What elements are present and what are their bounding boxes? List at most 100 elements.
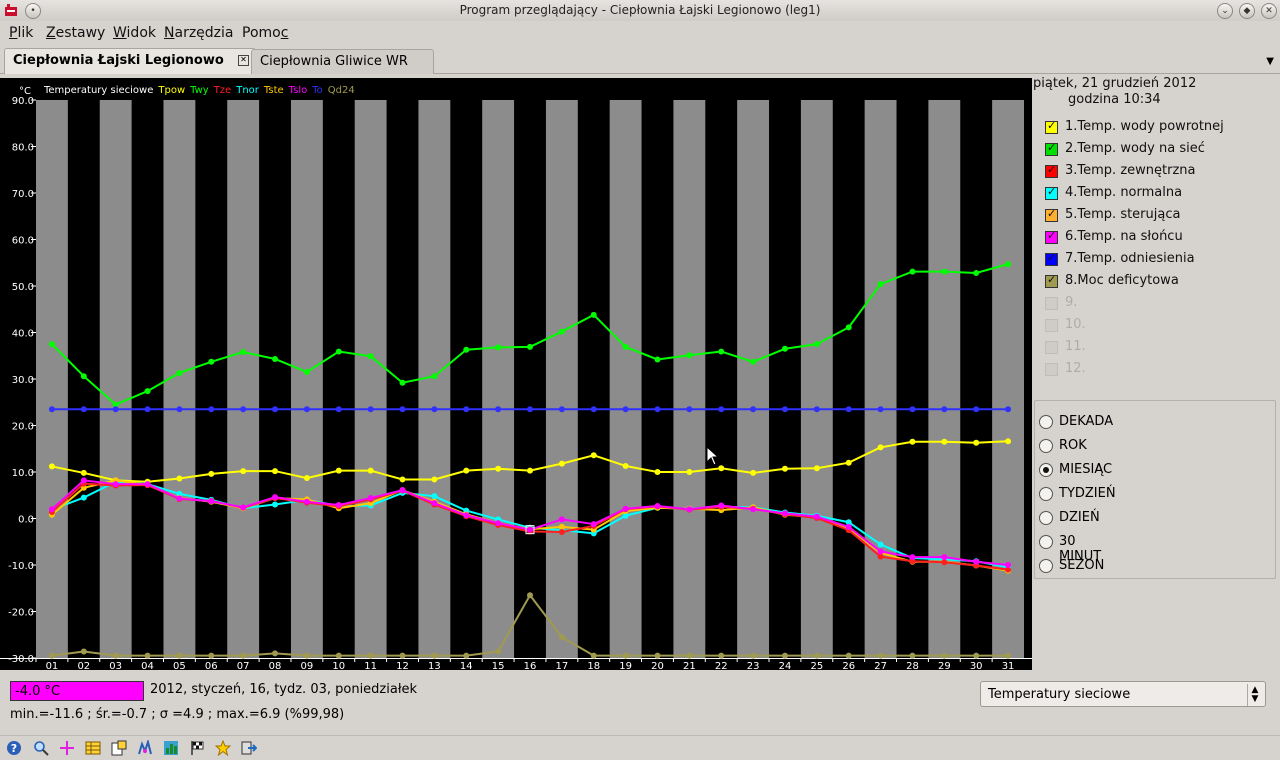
legend-checkbox[interactable]: ✓	[1045, 207, 1058, 222]
crosshair-icon[interactable]	[59, 740, 75, 756]
menu-pomoc[interactable]: Pomoc	[242, 25, 289, 41]
legend-checkbox[interactable]: ✓	[1045, 273, 1058, 288]
series-set-select[interactable]: Temperatury sieciowe ▲ ▼	[980, 681, 1266, 707]
day-stripe	[99, 100, 132, 658]
data-point-to	[813, 406, 820, 413]
menu-plik[interactable]: Plik	[9, 25, 34, 41]
radio-button[interactable]	[1039, 511, 1053, 525]
chart-area[interactable]: 90.0 80.0 70.0 60.0 50.0 40.0 30.0 20.0 10.0 0.0 -…	[0, 78, 1032, 672]
minimize-button[interactable]: ⌄	[1217, 3, 1233, 19]
spinner-arrows-icon[interactable]: ▲ ▼	[1247, 684, 1262, 706]
data-point-qd24	[845, 652, 852, 659]
legend-checkbox[interactable]: ✓	[1045, 185, 1058, 200]
window-title: Program przeglądający - Ciepłownia Łajsk…	[459, 3, 821, 17]
data-point-tslo	[80, 477, 87, 484]
maximize-button[interactable]: ◆	[1239, 3, 1255, 19]
chart-icon[interactable]	[163, 740, 179, 756]
data-point-tnor	[877, 541, 884, 548]
x-tick-label: 14	[460, 661, 473, 670]
data-point-qd24	[240, 652, 247, 659]
data-point-tze	[909, 558, 916, 565]
check-icon: ✓	[1047, 229, 1057, 242]
legend-label: 6.Temp. na słońcu	[1065, 229, 1183, 244]
day-stripe	[482, 100, 515, 658]
export-icon[interactable]	[111, 740, 127, 756]
zoom-icon[interactable]	[33, 740, 49, 756]
tab-close-icon[interactable]: ✕	[238, 55, 249, 66]
help-icon[interactable]: ?	[6, 740, 22, 756]
data-point-twy	[781, 345, 788, 352]
radio-button[interactable]	[1039, 463, 1053, 477]
data-point-to	[781, 406, 788, 413]
header-series-label: Tpow	[157, 85, 185, 96]
data-point-tpow	[845, 459, 852, 466]
tab-gliwice[interactable]: Ciepłownia Gliwice WR	[251, 49, 434, 74]
legend-label: 12.	[1065, 361, 1086, 376]
statistics-line: min.=-11.6 ; śr.=-0.7 ; σ =4.9 ; max.=6.…	[10, 707, 345, 722]
data-point-tslo	[144, 481, 151, 488]
tab-legionowo[interactable]: Ciepłownia Łajski Legionowo ✕	[4, 48, 256, 74]
day-stripe	[36, 100, 68, 658]
data-point-qd24	[781, 652, 788, 659]
data-point-to	[686, 406, 693, 413]
menu-widok[interactable]: Widok	[113, 25, 156, 41]
data-point-to	[909, 406, 916, 413]
cursor-value: -4.0 °C	[10, 681, 144, 701]
data-point-twy	[144, 388, 151, 395]
data-point-tslo	[909, 554, 916, 561]
legend-checkbox[interactable]: ✓	[1045, 141, 1058, 156]
star-icon[interactable]	[215, 740, 231, 756]
x-tick-label: 31	[1002, 661, 1015, 670]
day-stripe	[227, 100, 260, 658]
statistics-icon[interactable]	[137, 740, 153, 756]
data-point-to	[208, 406, 215, 413]
radio-button[interactable]	[1039, 439, 1053, 453]
day-stripe	[290, 100, 323, 658]
window-menu-button[interactable]: •	[25, 3, 41, 19]
data-point-tslo	[208, 498, 215, 505]
legend-checkbox[interactable]	[1045, 341, 1058, 354]
legend-label: 9.	[1065, 295, 1078, 310]
data-point-qd24	[686, 652, 693, 659]
tab-list-icon[interactable]: ▼	[1266, 56, 1274, 67]
menu-narzedzia[interactable]: Narzędzia	[164, 25, 234, 41]
radio-button[interactable]	[1039, 559, 1053, 573]
menu-zestawy[interactable]: Zestawy	[46, 25, 106, 41]
data-point-tpow	[590, 452, 597, 459]
table-icon[interactable]	[85, 740, 101, 756]
y-tick-label: 50.0	[12, 282, 34, 293]
radio-button[interactable]	[1039, 487, 1053, 501]
legend-checkbox[interactable]: ✓	[1045, 229, 1058, 244]
data-point-tpow	[686, 469, 693, 475]
period-label: 30 MINUT	[1059, 534, 1102, 564]
data-point-to	[495, 406, 502, 413]
data-point-to	[750, 406, 757, 413]
data-point-qd24	[463, 652, 470, 659]
data-point-tslo	[527, 526, 533, 533]
legend-checkbox[interactable]	[1045, 319, 1058, 332]
data-point-tpow	[80, 469, 87, 476]
flag-icon[interactable]	[189, 740, 205, 756]
data-point-qd24	[877, 652, 884, 659]
legend-checkbox[interactable]: ✓	[1045, 251, 1058, 266]
data-point-to	[622, 406, 629, 413]
radio-button[interactable]	[1039, 535, 1053, 549]
legend-checkbox[interactable]	[1045, 363, 1058, 376]
data-point-tslo	[845, 523, 852, 530]
radio-button[interactable]	[1039, 415, 1053, 429]
x-tick-label: 04	[141, 661, 154, 670]
legend-checkbox[interactable]	[1045, 297, 1058, 310]
temperature-chart[interactable]: 90.0 80.0 70.0 60.0 50.0 40.0 30.0 20.0 10.0 0.0 -…	[0, 78, 1032, 672]
data-point-tpow	[909, 438, 916, 445]
data-point-tpow	[335, 467, 342, 474]
legend-checkbox[interactable]: ✓	[1045, 119, 1058, 134]
data-point-twy	[463, 346, 470, 353]
data-point-tslo	[431, 500, 438, 507]
data-point-tpow	[208, 470, 215, 477]
close-button[interactable]: ✕	[1261, 3, 1277, 19]
data-point-tslo	[590, 521, 597, 528]
legend-checkbox[interactable]: ✓	[1045, 163, 1058, 178]
check-icon: ✓	[1047, 251, 1057, 264]
tab-label: Ciepłownia Łajski Legionowo	[13, 53, 224, 68]
exit-icon[interactable]	[241, 740, 257, 756]
